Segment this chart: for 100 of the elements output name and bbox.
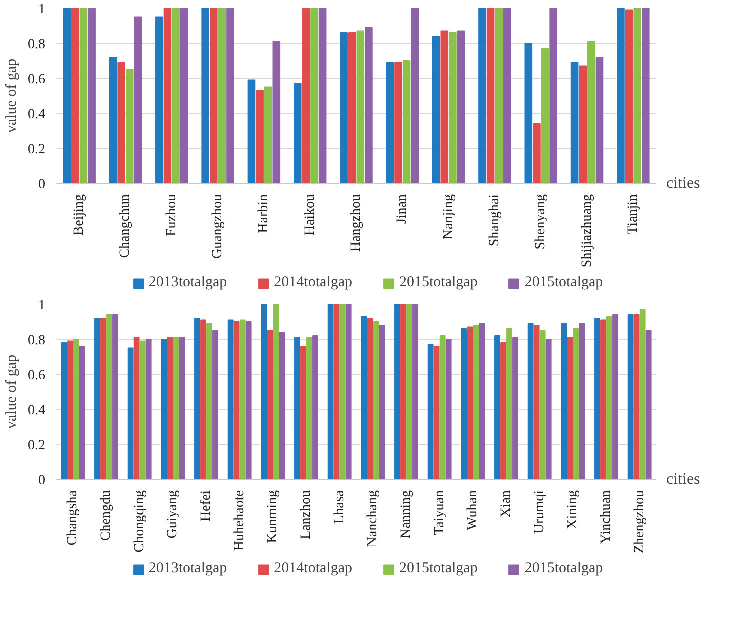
bar	[412, 304, 418, 480]
bar	[294, 83, 302, 184]
y-axis-title: value of gap	[4, 58, 20, 134]
bar	[273, 304, 280, 480]
x-tick-label: Nanchang	[366, 490, 381, 548]
bar	[202, 8, 210, 184]
bar	[373, 322, 380, 480]
bar	[579, 323, 586, 480]
y-tick-label: 0.4	[28, 404, 46, 418]
y-tick-label: 0.8	[28, 334, 46, 348]
x-tick-label: Beijing	[72, 194, 88, 236]
bar	[80, 8, 88, 184]
bar	[328, 304, 334, 480]
bar	[348, 32, 356, 184]
bar	[294, 337, 300, 480]
bar	[146, 339, 152, 480]
bar	[461, 328, 468, 480]
bar	[318, 8, 327, 184]
bar	[256, 90, 264, 184]
bar	[79, 346, 86, 480]
bar	[402, 60, 411, 184]
bar	[504, 8, 512, 184]
bar	[228, 320, 234, 480]
x-axis-title: cities	[666, 175, 700, 192]
x-tick-label: Tianjin	[626, 194, 641, 234]
bar	[340, 32, 348, 184]
x-tick-label: Urumqi	[532, 490, 548, 534]
bar	[506, 328, 512, 480]
bar	[109, 57, 118, 184]
bar	[272, 41, 281, 184]
bar	[134, 16, 142, 184]
x-tick-label: Xian	[499, 490, 514, 518]
legend-label: 2013totalgap	[148, 274, 228, 292]
bar	[367, 318, 374, 480]
bar	[72, 8, 80, 184]
bar	[128, 348, 134, 480]
bar	[88, 8, 96, 184]
bar	[406, 304, 412, 480]
bar	[640, 309, 646, 480]
bar	[126, 69, 134, 184]
bar	[73, 339, 80, 480]
bar	[346, 304, 352, 480]
y-tick-label: 1	[38, 2, 46, 18]
bar	[234, 322, 240, 480]
legend-label: 2014totalgap	[274, 560, 352, 578]
y-tick-label: 0.8	[28, 38, 46, 52]
bar	[534, 325, 540, 480]
bar	[567, 337, 574, 480]
bar	[573, 328, 580, 480]
bar	[394, 62, 402, 184]
x-tick-label: Guiyang	[166, 490, 181, 539]
bar	[494, 336, 500, 480]
y-tick-label: 0	[38, 474, 46, 488]
bar	[478, 8, 486, 184]
bar	[161, 339, 168, 480]
bar	[467, 326, 474, 480]
bar	[628, 314, 634, 480]
x-tick-label: Huhehaote	[232, 490, 248, 552]
bar	[67, 340, 74, 480]
x-tick-label: Nanning	[399, 490, 414, 539]
bar	[246, 322, 252, 480]
y-tick-label: 0.4	[28, 108, 46, 122]
bar	[612, 314, 618, 480]
bar	[579, 66, 588, 184]
y-axis-title: value of gap	[4, 354, 20, 430]
bar	[524, 43, 533, 184]
bar	[546, 339, 552, 480]
bar	[449, 32, 457, 184]
bar	[594, 318, 600, 480]
bar	[646, 330, 652, 480]
x-tick-label: Shenyang	[534, 194, 549, 250]
bar	[588, 41, 596, 184]
bar	[310, 8, 318, 184]
y-tick-label: 1	[38, 298, 46, 314]
bar	[134, 337, 140, 480]
bar	[302, 8, 310, 184]
bar	[428, 344, 434, 480]
bar	[486, 8, 495, 184]
bar	[212, 330, 218, 480]
bar	[379, 325, 386, 480]
bar	[642, 8, 650, 184]
bar	[167, 337, 174, 480]
bar	[61, 342, 68, 480]
x-tick-label: Shijiazhuang	[580, 194, 595, 268]
bar	[106, 314, 112, 480]
bar	[240, 320, 246, 480]
bar	[173, 337, 180, 480]
bar	[365, 27, 373, 184]
bar	[540, 330, 546, 480]
bar	[118, 62, 126, 184]
x-tick-label: Lanzhou	[299, 490, 314, 540]
bar	[100, 318, 106, 480]
bar	[500, 342, 506, 480]
bar	[194, 318, 200, 480]
x-tick-label: Jinan	[395, 194, 410, 224]
x-tick-label: Shanghai	[487, 194, 502, 247]
bar	[394, 304, 400, 480]
bar	[112, 314, 118, 480]
legend-label: 2015totalgap	[524, 274, 604, 292]
bar	[596, 57, 604, 184]
